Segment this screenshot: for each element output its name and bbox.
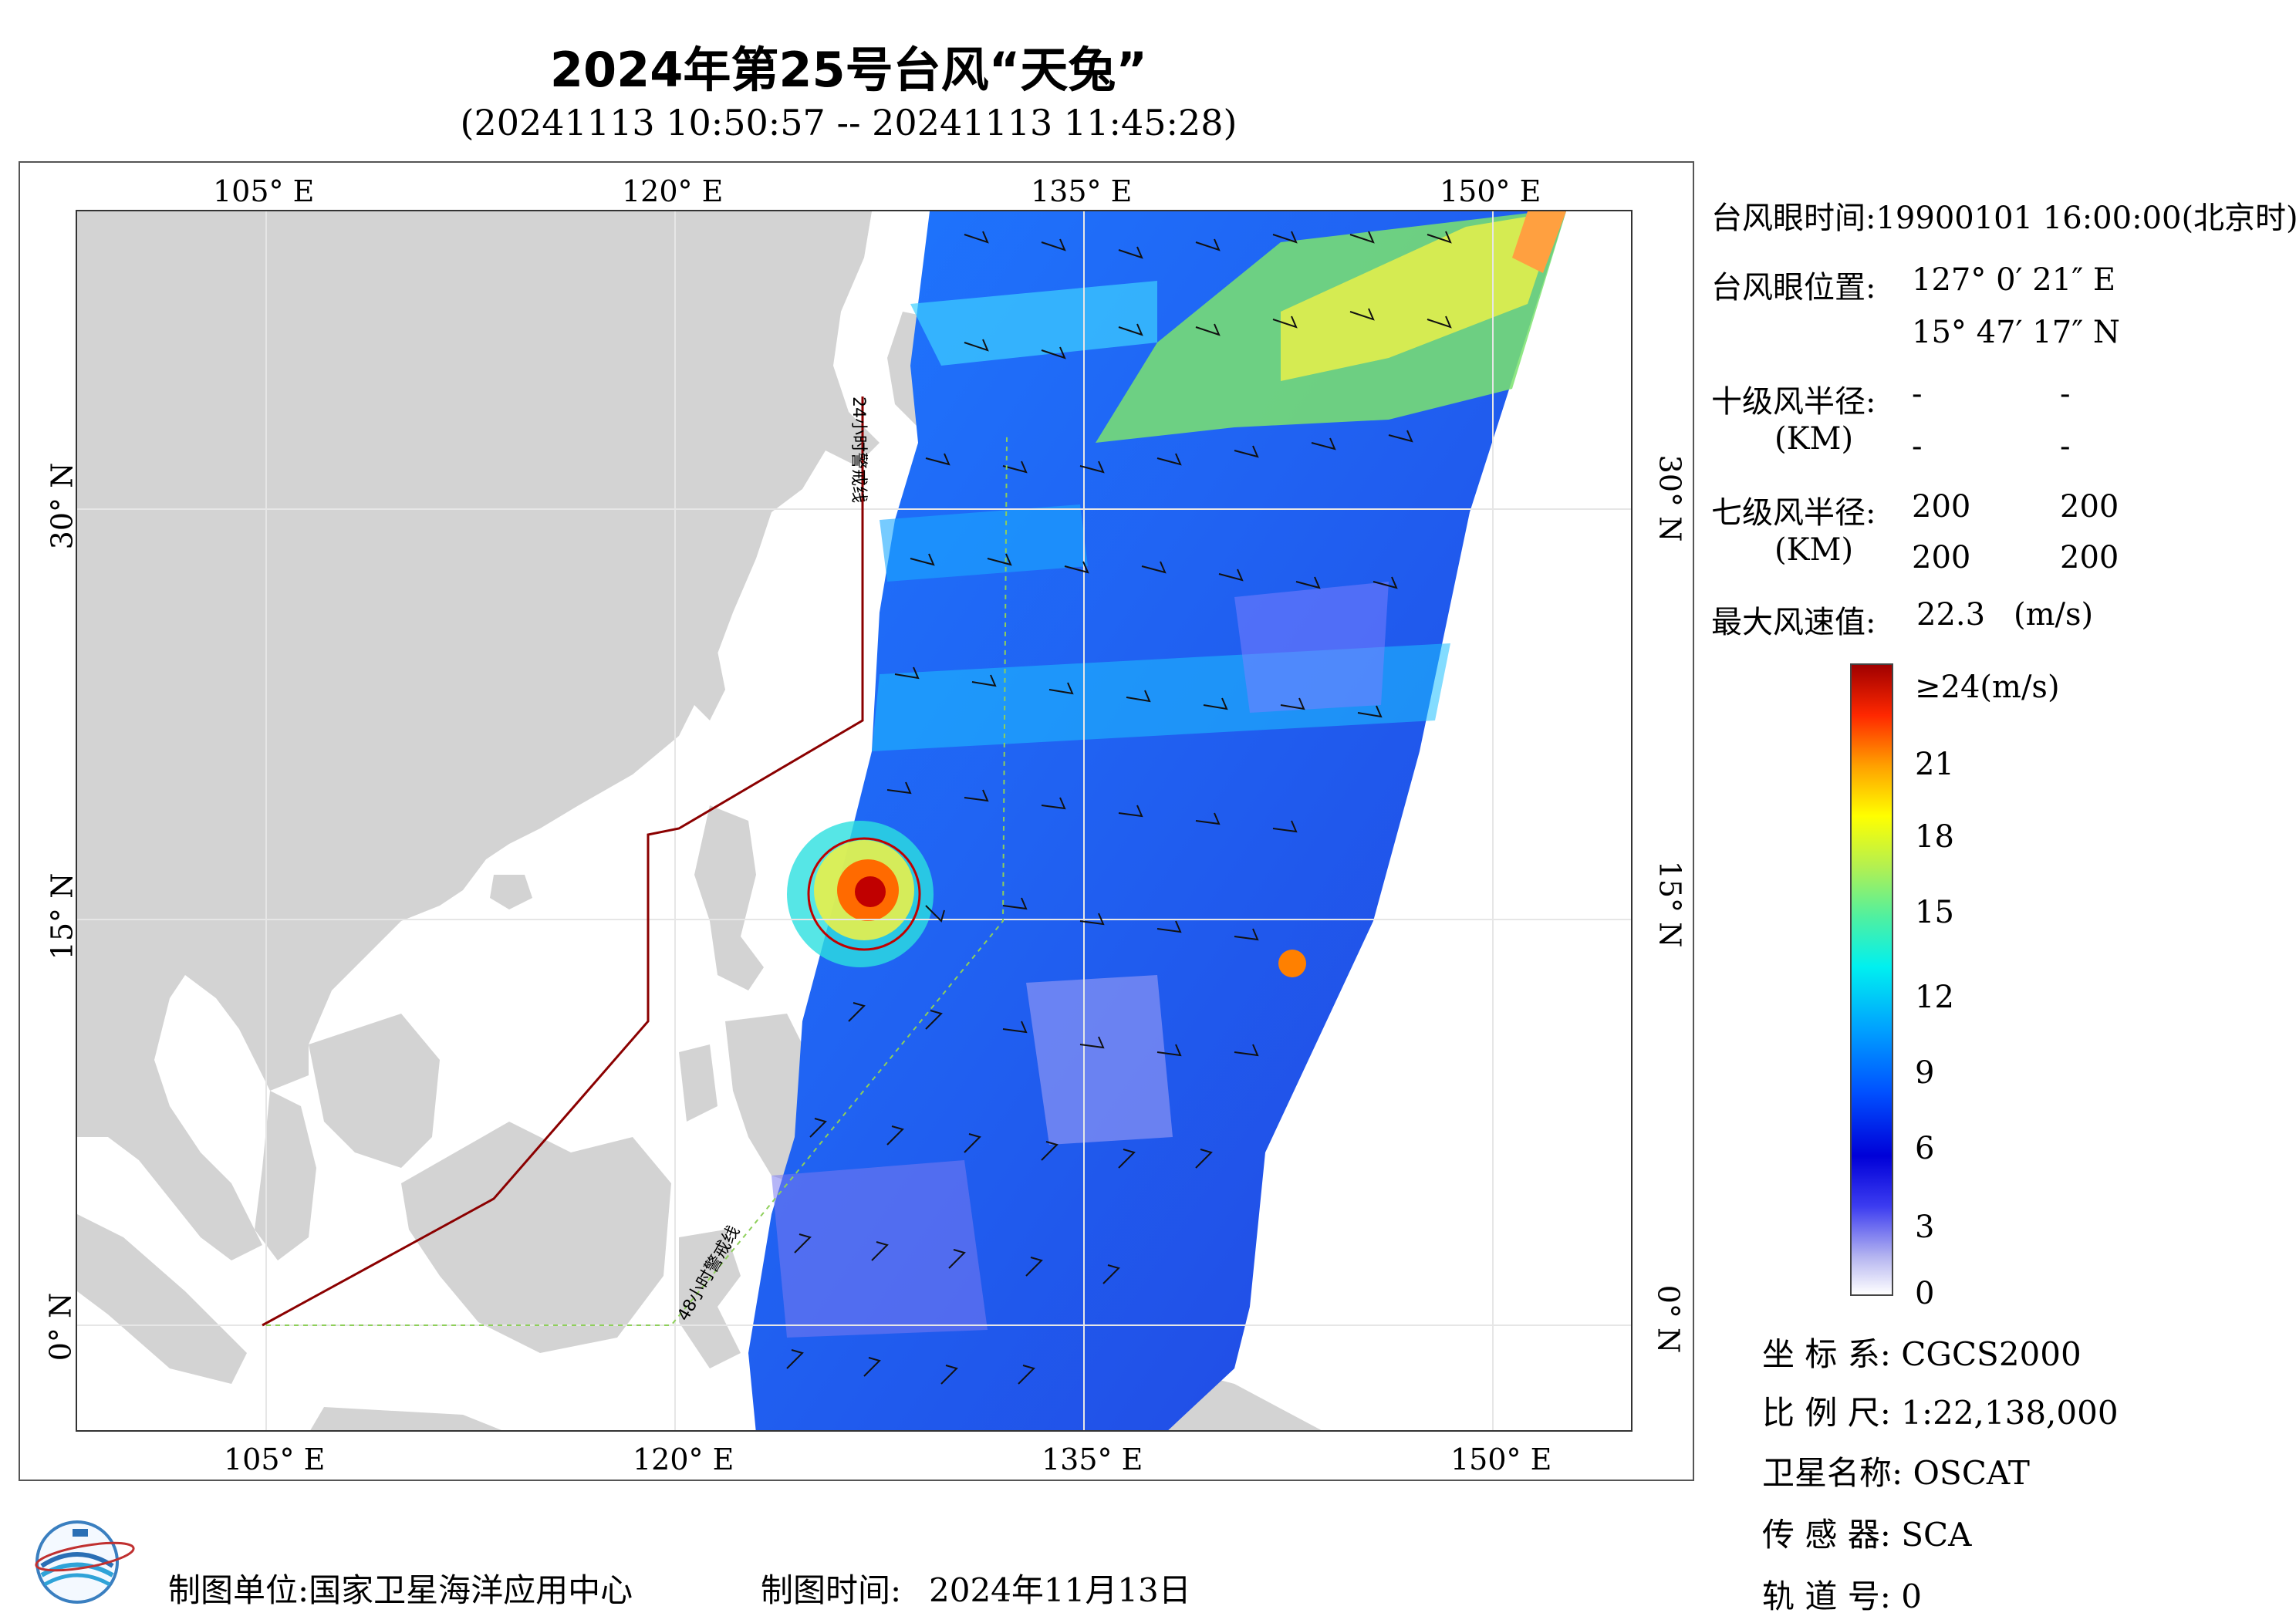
scale-value: 1:22,138,000 xyxy=(1901,1394,2119,1432)
warning-line-24h-label: 24小时警戒线 xyxy=(849,396,868,503)
colorbar-label-15: 15 xyxy=(1915,895,1954,930)
r10-value-4: - xyxy=(2060,429,2071,464)
warning-line-24h xyxy=(262,396,864,1327)
sensor-row: 传 感 器: SCA xyxy=(1762,1509,1971,1556)
producer-label: 制图单位:国家卫星海洋应用中心 xyxy=(168,1571,633,1609)
r10-value-1: - xyxy=(1912,376,1923,412)
left-lat-label-30: 30° N xyxy=(45,462,79,550)
time-range-subtitle: (20241113 10:50:57 -- 20241113 11:45:28) xyxy=(460,102,1237,143)
crs-row: 坐 标 系: CGCS2000 xyxy=(1762,1328,2082,1375)
top-lon-label-150: 150° E xyxy=(1440,174,1541,208)
wind-speed-colorbar xyxy=(1850,663,1893,1296)
max-wind-label: 最大风速值: xyxy=(1711,605,1876,640)
sensor-label: 传 感 器: xyxy=(1762,1516,1891,1554)
r7-label: 七级风半径: xyxy=(1711,495,1876,531)
production-time-label: 制图时间: xyxy=(761,1571,902,1609)
nsoas-logo-icon xyxy=(35,1520,135,1604)
top-lon-label-105: 105° E xyxy=(213,174,315,208)
scale-label: 比 例 尺: xyxy=(1762,1394,1891,1432)
satellite-label: 卫星名称: xyxy=(1762,1454,1903,1492)
eye-time-row: 台风眼时间:19900101 16:00:00(北京时) xyxy=(1711,193,2296,238)
top-lon-label-135: 135° E xyxy=(1031,174,1133,208)
crs-value: CGCS2000 xyxy=(1901,1335,2082,1373)
r10-label: 十级风半径: xyxy=(1711,384,1876,420)
r7-value-3: 200 xyxy=(1912,540,1971,575)
right-lat-label-15: 15° N xyxy=(1653,860,1687,948)
bottom-lon-label-120: 120° E xyxy=(633,1442,734,1476)
bottom-lon-label-135: 135° E xyxy=(1042,1442,1143,1476)
r7-unit: (KM) xyxy=(1774,532,1854,568)
eye-lat-value: 15° 47′ 17″ N xyxy=(1912,315,2120,350)
eye-time-label: 台风眼时间: xyxy=(1711,201,1876,236)
left-lat-label-15: 15° N xyxy=(45,872,79,960)
colorbar-label-9: 9 xyxy=(1915,1055,1935,1091)
orbit-value: 0 xyxy=(1901,1577,1922,1615)
right-lat-label-0: 0° N xyxy=(1651,1284,1686,1354)
r7-value-4: 200 xyxy=(2060,540,2119,575)
wind-swath xyxy=(748,211,1566,1430)
eye-lon-value: 127° 0′ 21″ E xyxy=(1912,262,2116,298)
colorbar-label-3: 3 xyxy=(1915,1210,1935,1245)
eye-time-value: 19900101 16:00:00(北京时) xyxy=(1876,201,2296,236)
r7-value-1: 200 xyxy=(1912,489,1971,525)
typhoon-radius-circle xyxy=(807,837,921,951)
orbit-label: 轨 道 号: xyxy=(1762,1577,1891,1615)
map-canvas: 24小时警戒线 48小时警戒线 xyxy=(77,211,1631,1430)
colorbar-label-0: 0 xyxy=(1915,1276,1935,1311)
warning-line-48h xyxy=(266,434,1008,1326)
graticule xyxy=(77,211,1631,1430)
colorbar-label-21: 21 xyxy=(1915,747,1954,782)
colorbar-label-18: 18 xyxy=(1915,819,1954,855)
right-lat-label-30: 30° N xyxy=(1653,454,1687,542)
crs-label: 坐 标 系: xyxy=(1762,1335,1891,1373)
production-time-value: 2024年11月13日 xyxy=(929,1571,1191,1609)
colorbar-label-6: 6 xyxy=(1915,1131,1935,1166)
top-lon-label-120: 120° E xyxy=(622,174,724,208)
map-frame xyxy=(19,161,1694,1481)
satellite-value: OSCAT xyxy=(1913,1454,2030,1492)
left-lat-label-0: 0° N xyxy=(43,1292,78,1361)
colorbar-label-24: ≥24(m/s) xyxy=(1915,670,2060,705)
colorbar-label-12: 12 xyxy=(1915,980,1954,1015)
orbit-row: 轨 道 号: 0 xyxy=(1762,1571,1922,1618)
r10-value-3: - xyxy=(1912,429,1923,464)
max-wind-unit: (m/s) xyxy=(2014,597,2094,633)
r7-value-2: 200 xyxy=(2060,489,2119,525)
bottom-lon-label-150: 150° E xyxy=(1450,1442,1552,1476)
r10-value-2: - xyxy=(2060,376,2071,412)
wind-field-map: 24小时警戒线 48小时警戒线 xyxy=(76,210,1633,1432)
map-title: 2024年第25号台风“天兔” xyxy=(549,42,1148,98)
eye-pos-label: 台风眼位置: xyxy=(1711,270,1876,305)
max-wind-value: 22.3 xyxy=(1916,597,1986,633)
scale-row: 比 例 尺: 1:22,138,000 xyxy=(1762,1387,2119,1434)
bottom-lon-label-105: 105° E xyxy=(224,1442,326,1476)
r10-unit: (KM) xyxy=(1774,421,1854,457)
sensor-value: SCA xyxy=(1901,1516,1972,1554)
wind-barbs xyxy=(786,231,1452,1385)
satellite-row: 卫星名称: OSCAT xyxy=(1762,1447,2030,1494)
